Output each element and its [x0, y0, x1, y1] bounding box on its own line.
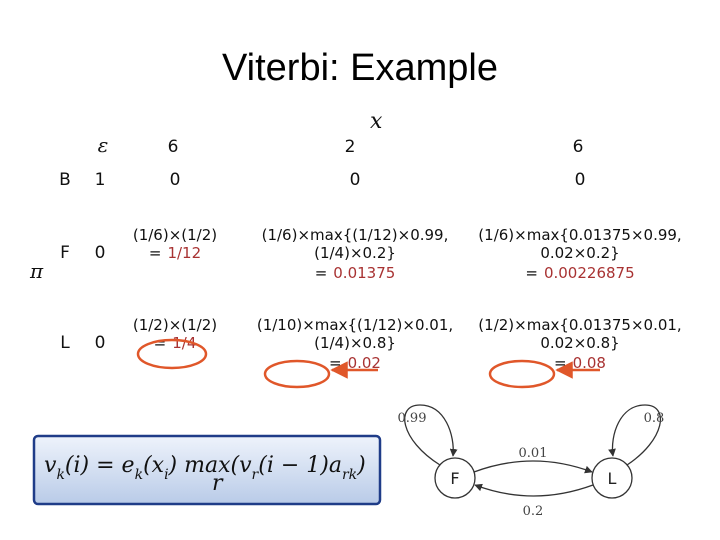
- formula-part: ): [356, 453, 366, 478]
- row-label: B: [59, 170, 71, 190]
- self-loop: [608, 404, 661, 466]
- formula-index: r: [212, 471, 224, 496]
- cell: 0: [170, 170, 181, 190]
- cell: 0: [95, 333, 106, 353]
- cell: 0: [575, 170, 586, 190]
- row-label: F: [60, 243, 70, 263]
- equals: =: [315, 264, 328, 282]
- cell: 0: [95, 243, 106, 263]
- cell-line: 0.02×0.8}: [540, 334, 619, 352]
- x-label: x: [370, 109, 383, 134]
- state-node: [591, 457, 633, 499]
- cell-line: (1/6)×max{0.01375×0.99,: [478, 226, 681, 244]
- formula: vk(i) = ek(xi) max(vr(i − 1)ark): [44, 453, 366, 483]
- cell-result: = 0.01375: [315, 264, 396, 282]
- node-label: F: [450, 469, 459, 488]
- highlight: [136, 338, 208, 370]
- equals: =: [154, 334, 167, 352]
- formula-part: ) max(: [168, 453, 240, 478]
- row-label: L: [60, 333, 70, 353]
- formula-subscript: k: [135, 467, 143, 483]
- formula-subscript: k: [56, 467, 64, 483]
- formula-part: (i − 1)a: [258, 453, 342, 478]
- transition: [473, 460, 593, 474]
- cell-result: = 1/4: [154, 334, 197, 352]
- cell-line: (1/6)×max{(1/12)×0.99,: [262, 226, 449, 244]
- cell-line: (1/10)×max{(1/12)×0.01,: [257, 316, 453, 334]
- highlights: [136, 338, 600, 389]
- formula-box: [32, 434, 382, 506]
- cell-line: 0.02×0.2}: [540, 244, 619, 262]
- formula-part: v: [44, 453, 57, 478]
- cell: 1: [95, 170, 106, 190]
- formula-part: (i) = e: [65, 453, 135, 478]
- result: 1/12: [167, 244, 201, 262]
- result: 0.01375: [333, 264, 395, 282]
- formula-subscript: i: [164, 467, 168, 483]
- cell-result: = 1/12: [149, 244, 201, 262]
- state-diagram: [404, 404, 661, 499]
- transition: [474, 483, 594, 497]
- result: 0.02: [348, 354, 381, 372]
- column-header: 2: [345, 137, 356, 157]
- state-node: [434, 457, 476, 499]
- self-loop: [404, 404, 458, 466]
- row-symbol: π: [29, 259, 44, 283]
- column-header: 6: [573, 137, 584, 157]
- result: 0.00226875: [544, 264, 635, 282]
- column-header: ε: [98, 133, 109, 157]
- column-header: 6: [168, 137, 179, 157]
- equals: =: [525, 264, 538, 282]
- edge-label: 0.01: [519, 446, 548, 461]
- title: Viterbi: Example: [222, 47, 498, 89]
- edge-label: 0.2: [523, 504, 544, 519]
- edge-label: 0.99: [398, 411, 427, 426]
- cell-line: (1/6)×(1/2): [133, 226, 217, 244]
- highlight: [488, 359, 556, 389]
- cell-line: (1/4)×0.2}: [314, 244, 396, 262]
- cell: 0: [350, 170, 361, 190]
- equals: =: [149, 244, 162, 262]
- formula-subscript: r: [252, 467, 260, 483]
- cell-line: (1/2)×max{0.01375×0.01,: [478, 316, 681, 334]
- cell-line: (1/4)×0.8}: [314, 334, 396, 352]
- cell-line: (1/2)×(1/2): [133, 316, 217, 334]
- edge-label: 0.8: [644, 411, 665, 426]
- cell-result: = 0.00226875: [525, 264, 634, 282]
- node-label: L: [608, 469, 617, 488]
- result: 0.08: [573, 354, 606, 372]
- formula-part: (x: [143, 453, 165, 478]
- highlight: [263, 359, 331, 389]
- table: ε 6 2 6B 1 0 0 0F 0(1/6)×(1/2)= 1/12(1/6)×max{(1/…: [59, 133, 682, 372]
- formula-part: v: [239, 453, 252, 478]
- result: 1/4: [172, 334, 196, 352]
- formula-subscript: rk: [342, 467, 357, 483]
